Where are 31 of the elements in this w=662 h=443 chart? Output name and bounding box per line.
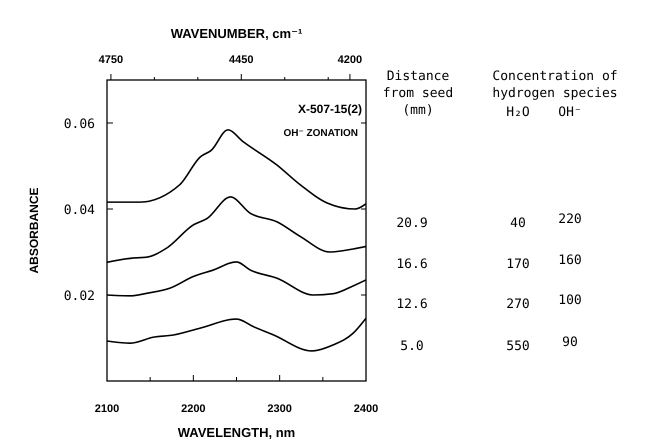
text: 170 bbox=[506, 257, 530, 272]
x2-axis-title: WAVENUMBER, cm⁻¹ bbox=[170, 26, 302, 41]
text: 40 bbox=[510, 216, 526, 231]
x2-tick-label: 4750 bbox=[98, 54, 124, 66]
text: Distance from seed (mm) bbox=[382, 69, 454, 118]
text: 100 bbox=[558, 293, 582, 308]
annotation: X-507-15(2) bbox=[298, 102, 362, 116]
text: 16.6 bbox=[396, 257, 428, 272]
text: 12.6 bbox=[396, 297, 428, 312]
text: 160 bbox=[558, 253, 582, 268]
text: 550 bbox=[506, 339, 530, 354]
text: Concentration of hydrogen species bbox=[492, 69, 618, 101]
text: 20.9 bbox=[396, 216, 428, 231]
y-tick-label: 0.02 bbox=[64, 289, 95, 304]
text: H₂O bbox=[506, 105, 530, 120]
x-tick-label: 2200 bbox=[181, 403, 206, 415]
y-axis-title: ABSORBANCE bbox=[27, 187, 41, 274]
y-tick-label: 0.04 bbox=[64, 203, 96, 218]
x-axis-title: WAVELENGTH, nm bbox=[178, 425, 296, 440]
annotation: OH⁻ ZONATION bbox=[283, 128, 358, 139]
y-tick-label: 0.06 bbox=[64, 117, 95, 132]
text: OH⁻ bbox=[558, 105, 582, 120]
x-tick-label: 2400 bbox=[354, 403, 378, 415]
text: 270 bbox=[506, 297, 530, 312]
text: 220 bbox=[558, 212, 582, 227]
x2-tick-label: 4450 bbox=[229, 54, 254, 66]
text: 90 bbox=[562, 335, 578, 350]
x2-tick-label: 4200 bbox=[338, 54, 362, 66]
x-tick-label: 2100 bbox=[94, 403, 120, 415]
text: 5.0 bbox=[400, 339, 424, 354]
x-tick-label: 2300 bbox=[267, 403, 292, 415]
